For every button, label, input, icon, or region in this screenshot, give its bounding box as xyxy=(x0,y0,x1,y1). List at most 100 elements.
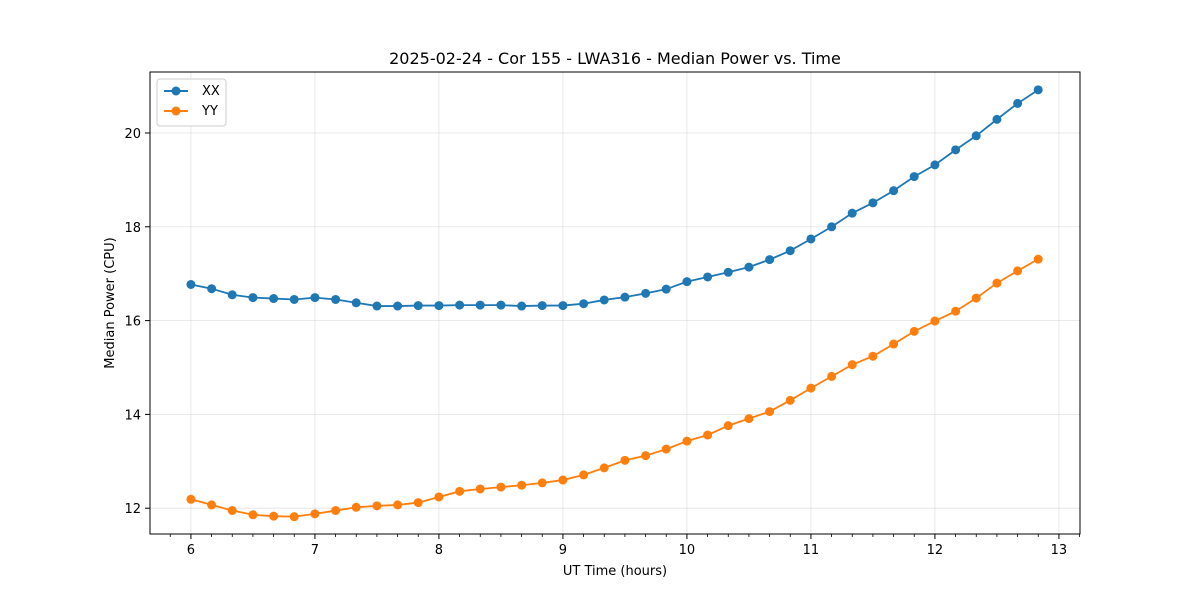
y-gridlines xyxy=(150,132,1080,509)
series-yy-point xyxy=(351,502,361,512)
series-yy-point xyxy=(599,463,609,473)
series-xx-point xyxy=(806,234,816,244)
x-tick-label: 13 xyxy=(1051,543,1068,558)
series-xx-point xyxy=(971,131,981,141)
y-tick-label: 20 xyxy=(124,127,141,142)
series-xx xyxy=(186,85,1043,311)
series-xx-point xyxy=(310,293,320,303)
series-yy-point xyxy=(1033,254,1043,264)
series-yy-point xyxy=(558,475,568,485)
series-yy-point xyxy=(517,480,527,490)
series-xx-point xyxy=(331,294,341,304)
series-yy-point xyxy=(930,316,940,326)
series-xx-point xyxy=(537,301,547,311)
series-yy-point xyxy=(641,451,651,461)
series-xx-point xyxy=(517,301,527,311)
series-xx-point xyxy=(372,301,382,311)
series-xx-point xyxy=(765,255,775,265)
series-yy-point xyxy=(537,478,547,488)
series-xx-point xyxy=(868,198,878,208)
series-xx-point xyxy=(434,301,444,311)
x-tick-label: 10 xyxy=(679,543,696,558)
y-tick-label: 12 xyxy=(124,502,141,517)
series-xx-point xyxy=(186,279,196,289)
series-yy-point xyxy=(744,414,754,424)
series-yy-point xyxy=(806,383,816,393)
x-tick-label: 6 xyxy=(187,543,195,558)
x-tick-label: 8 xyxy=(435,543,443,558)
series-yy-point xyxy=(269,511,279,521)
series-xx-point xyxy=(951,145,961,155)
series-xx-point xyxy=(620,292,630,302)
legend-xx-marker xyxy=(171,86,181,96)
series-yy xyxy=(186,254,1043,522)
series-xx-point xyxy=(847,208,857,218)
series-yy-point xyxy=(847,360,857,370)
series-yy-point xyxy=(455,486,465,496)
series-xx-point xyxy=(227,290,237,300)
series-yy-point xyxy=(827,371,837,381)
series-yy-point xyxy=(951,306,961,316)
series-xx-point xyxy=(599,295,609,305)
series-xx-point xyxy=(992,114,1002,124)
series-yy-point xyxy=(413,498,423,508)
series-xx-point xyxy=(289,294,299,304)
series-xx-point xyxy=(1013,98,1023,108)
series-xx-point xyxy=(413,301,423,311)
series-xx-point xyxy=(785,246,795,256)
series-xx-point xyxy=(579,299,589,309)
series-xx-line xyxy=(190,89,1039,307)
series-xx-point xyxy=(496,300,506,310)
series-xx-point xyxy=(393,301,403,311)
series-xx-point xyxy=(269,294,279,304)
series-yy-point xyxy=(868,351,878,361)
x-tick-label: 12 xyxy=(927,543,944,558)
series-yy-point xyxy=(289,512,299,522)
series-xx-point xyxy=(682,277,692,287)
x-tick-label: 9 xyxy=(559,543,567,558)
legend-yy-marker xyxy=(171,106,181,116)
series-yy-point xyxy=(703,430,713,440)
series-yy-point xyxy=(889,339,899,349)
series-yy-point xyxy=(909,326,919,336)
series-yy-point xyxy=(372,501,382,511)
y-tick-label: 18 xyxy=(124,221,141,236)
series-yy-point xyxy=(682,436,692,446)
series-xx-point xyxy=(207,284,217,294)
series-xx-point xyxy=(909,172,919,182)
y-axis-label: Median Power (CPU) xyxy=(103,237,118,368)
y-tick-label: 14 xyxy=(124,408,141,423)
series-xx-point xyxy=(703,272,713,282)
series-xx-point xyxy=(475,300,485,310)
series-yy-point xyxy=(971,293,981,303)
series-yy-point xyxy=(310,509,320,519)
legend: XX YY xyxy=(156,78,227,127)
y-axis-ticks: 12 14 16 18 20 xyxy=(124,127,150,517)
series-yy-point xyxy=(393,500,403,510)
series-yy-point xyxy=(1013,266,1023,276)
series-xx-point xyxy=(641,288,651,298)
series-yy-point xyxy=(992,278,1002,288)
legend-xx-label: XX xyxy=(202,84,220,99)
series-xx-point xyxy=(930,160,940,170)
series-yy-point xyxy=(475,484,485,494)
plot-frame xyxy=(149,71,1081,535)
series-yy-point xyxy=(186,494,196,504)
chart-title: 2025-02-24 - Cor 155 - LWA316 - Median P… xyxy=(389,49,841,68)
series-xx-point xyxy=(248,293,258,303)
series-xx-point xyxy=(723,267,733,277)
series-yy-point xyxy=(227,506,237,516)
series-xx-point xyxy=(889,186,899,196)
series-layer xyxy=(186,85,1043,522)
series-xx-point xyxy=(827,222,837,232)
x-tick-label: 7 xyxy=(311,543,319,558)
series-xx-point xyxy=(455,300,465,310)
series-yy-point xyxy=(620,455,630,465)
series-yy-point xyxy=(496,482,506,492)
x-tick-label: 11 xyxy=(803,543,820,558)
series-yy-point xyxy=(765,407,775,417)
series-xx-point xyxy=(1033,85,1043,95)
series-yy-point xyxy=(434,492,444,502)
series-xx-point xyxy=(661,284,671,294)
x-axis-label: UT Time (hours) xyxy=(563,564,667,579)
